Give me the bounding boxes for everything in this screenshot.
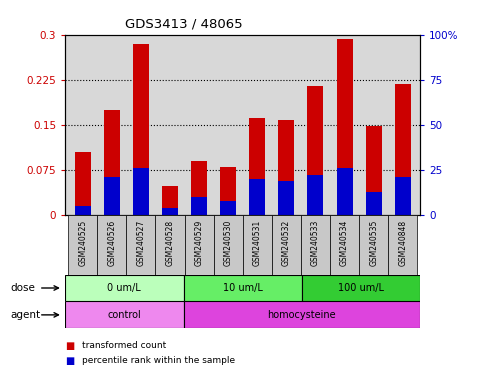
Bar [395, 177, 411, 215]
Bar [75, 206, 91, 215]
Text: 100 um/L: 100 um/L [338, 283, 384, 293]
Text: GSM240534: GSM240534 [340, 220, 349, 266]
Text: GSM240532: GSM240532 [282, 220, 291, 266]
Text: 10 um/L: 10 um/L [223, 283, 263, 293]
Text: GSM240533: GSM240533 [311, 220, 320, 266]
Bar [330, 215, 359, 275]
Bar [308, 86, 324, 215]
Bar [127, 215, 156, 275]
Bar [191, 161, 207, 215]
Text: GDS3413 / 48065: GDS3413 / 48065 [125, 17, 242, 30]
Text: 0 um/L: 0 um/L [108, 283, 141, 293]
Bar [133, 168, 149, 215]
Bar [249, 179, 265, 215]
Bar [156, 215, 185, 275]
Bar [184, 275, 302, 301]
Text: GSM240527: GSM240527 [136, 220, 145, 266]
Text: GSM240848: GSM240848 [398, 220, 407, 266]
Bar [97, 215, 127, 275]
Bar [302, 275, 420, 301]
Bar [395, 84, 411, 215]
Bar [104, 110, 120, 215]
Bar [162, 186, 178, 215]
Bar [388, 215, 417, 275]
Bar [278, 181, 294, 215]
Bar [220, 167, 236, 215]
Text: agent: agent [11, 310, 41, 320]
Bar [243, 215, 272, 275]
Bar [133, 44, 149, 215]
Bar [366, 192, 382, 215]
Text: ■: ■ [65, 341, 74, 351]
Text: homocysteine: homocysteine [268, 310, 336, 320]
Bar [272, 215, 301, 275]
Bar [213, 215, 243, 275]
Text: GSM240535: GSM240535 [369, 220, 378, 266]
Text: control: control [108, 310, 141, 320]
Bar [68, 215, 97, 275]
Text: dose: dose [11, 283, 36, 293]
Text: ■: ■ [65, 356, 74, 366]
Bar [337, 168, 353, 215]
Bar [308, 175, 324, 215]
Text: GSM240525: GSM240525 [78, 220, 87, 266]
Bar [184, 301, 420, 328]
Text: transformed count: transformed count [82, 341, 166, 350]
Text: GSM240529: GSM240529 [195, 220, 203, 266]
Text: percentile rank within the sample: percentile rank within the sample [82, 356, 235, 366]
Bar [162, 208, 178, 215]
Text: GSM240531: GSM240531 [253, 220, 262, 266]
Bar [104, 177, 120, 215]
Bar [75, 152, 91, 215]
Bar [65, 301, 184, 328]
Text: GSM240530: GSM240530 [224, 220, 233, 266]
Text: GSM240528: GSM240528 [166, 220, 174, 266]
Bar [278, 120, 294, 215]
Bar [301, 215, 330, 275]
Text: GSM240526: GSM240526 [107, 220, 116, 266]
Bar [185, 215, 213, 275]
Bar [359, 215, 388, 275]
Bar [65, 275, 184, 301]
Bar [191, 197, 207, 215]
Bar [220, 200, 236, 215]
Bar [337, 40, 353, 215]
Bar [249, 118, 265, 215]
Bar [366, 126, 382, 215]
